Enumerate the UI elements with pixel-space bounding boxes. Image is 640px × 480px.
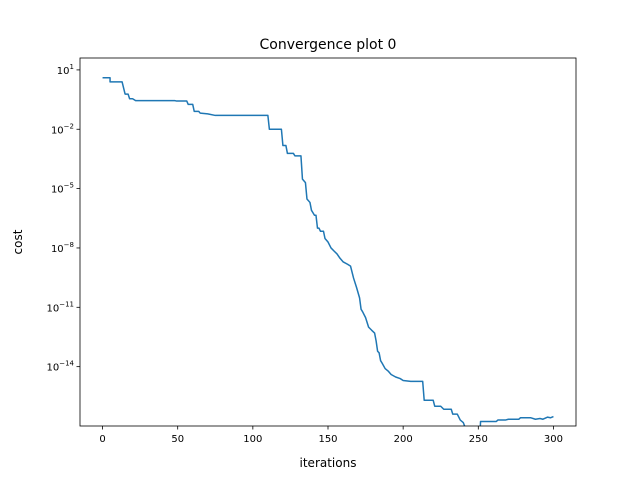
chart-title: Convergence plot 0 (260, 37, 397, 53)
y-tick-label: 10−5 (51, 182, 74, 196)
x-tick-label: 300 (544, 434, 563, 445)
y-tick-label: 10−14 (46, 360, 74, 374)
x-tick-label: 50 (171, 434, 184, 445)
x-axis-label: iterations (300, 456, 357, 470)
x-tick-label: 0 (99, 434, 105, 445)
series-layer (102, 77, 554, 426)
y-tick-label: 10−2 (51, 122, 74, 136)
plot-area: 0 50 100 150 200 250 300 10110−210−510−810−111… (46, 57, 577, 445)
x-tick-label: 200 (394, 434, 413, 445)
y-tick-label: 10−11 (46, 300, 74, 314)
y-tick-label: 10−8 (51, 241, 74, 255)
x-axis: 0 50 100 150 200 250 300 (99, 426, 563, 445)
y-axis-label: cost (11, 229, 25, 254)
x-tick-label: 250 (469, 434, 488, 445)
x-tick-label: 150 (318, 434, 337, 445)
y-tick-label: 101 (57, 63, 74, 77)
x-tick-label: 100 (243, 434, 262, 445)
y-axis: 101 10−2 10−5 10−8 10−11 10−14 (46, 63, 80, 374)
series-line-0 (102, 77, 554, 426)
